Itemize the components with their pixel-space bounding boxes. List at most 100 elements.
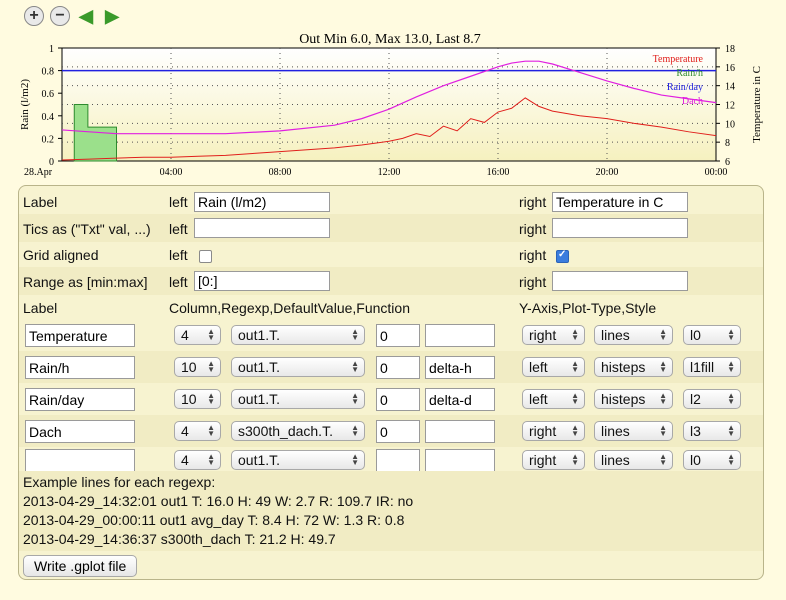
left-axis-label-input[interactable] (194, 192, 330, 212)
plot-type-select[interactable]: histeps ▲ ▼ (594, 389, 673, 409)
yaxis-select[interactable]: left ▲ ▼ (522, 389, 585, 409)
tick-label-left: 0 (49, 157, 54, 168)
tick-label-right: 16 (725, 63, 735, 74)
select-arrows-icon: ▲ ▼ (659, 423, 667, 438)
plot-label-input[interactable] (25, 449, 135, 472)
legend-entry: Rain/h (676, 68, 703, 79)
style-select-value: l0 (690, 452, 701, 468)
write-gplot-button[interactable]: Write .gplot file (23, 555, 138, 577)
tics-label: Tics as ("Txt" val, ...) (23, 221, 151, 237)
plot-label-input[interactable] (25, 420, 135, 443)
default-value-input[interactable] (376, 388, 420, 411)
column-select-value: 4 (181, 327, 189, 343)
left-tics-input[interactable] (194, 218, 330, 238)
chart: Out Min 6.0, Max 13.0, Last 8.7 0 0.2 0.4 0… (19, 32, 763, 178)
right-range-input[interactable] (552, 271, 688, 291)
plots-header-row: Label Column,Regexp,DefaultValue,Functio… (19, 295, 763, 319)
plot-row: 10 ▲▼ out1.T. ▲▼ left ▲▼ histeps ▲▼ l2 ▲▼ (19, 383, 763, 415)
yaxis-select[interactable]: right ▲ ▼ (522, 325, 585, 345)
select-arrows-icon: ▲ ▼ (727, 423, 735, 438)
style-select-value: l2 (690, 391, 701, 407)
plot-row: 10 ▲▼ out1.T. ▲▼ left ▲▼ histeps ▲▼ l1fill ▲▼ (19, 351, 763, 383)
plot-type-select-value: histeps (601, 359, 646, 375)
style-select-value: l0 (690, 327, 701, 343)
right-grid-checkbox[interactable] (556, 249, 569, 263)
plot-label-input[interactable] (25, 356, 135, 379)
default-value-input[interactable] (376, 356, 420, 379)
example-line: 2013-04-29_00:00:11 out1 avg_day T: 8.4 … (23, 512, 405, 528)
plot-type-select-value: histeps (601, 391, 646, 407)
plot-type-select[interactable]: histeps ▲ ▼ (594, 357, 673, 377)
tick-label-left: 1 (49, 44, 54, 55)
regexp-select[interactable]: out1.T. ▲ ▼ (231, 389, 365, 409)
yaxis-select-value: right (529, 423, 557, 439)
tick-label-right: 12 (725, 101, 735, 112)
plot-row: 4 ▲▼ out1.T. ▲▼ right ▲▼ lines ▲▼ l0 ▲▼ (19, 447, 763, 472)
examples-title: Example lines for each regexp: (23, 474, 216, 490)
select-arrows-icon: ▲ ▼ (727, 391, 735, 406)
plot-label-input[interactable] (25, 324, 135, 347)
select-arrows-icon: ▲ ▼ (727, 327, 735, 342)
select-arrows-icon: ▲ ▼ (571, 423, 579, 438)
function-input[interactable] (425, 356, 495, 379)
tics-row: Tics as ("Txt" val, ...) left right (19, 214, 763, 242)
select-arrows-icon: ▲ ▼ (727, 359, 735, 374)
tick-label-x: 08:00 (269, 167, 292, 178)
plot-type-select[interactable]: lines ▲ ▼ (594, 325, 673, 345)
column-select[interactable]: 4 ▲ ▼ (174, 450, 221, 470)
select-arrows-icon: ▲ ▼ (207, 423, 215, 438)
plot-label-heading: Label (23, 300, 58, 316)
function-input[interactable] (425, 388, 495, 411)
yaxis-select[interactable]: right ▲ ▼ (522, 421, 585, 441)
select-arrows-icon: ▲ ▼ (351, 327, 359, 342)
range-row: Range as [min:max] left right (19, 267, 763, 295)
select-arrows-icon: ▲ ▼ (351, 359, 359, 374)
tick-label-x: 12:00 (378, 167, 401, 178)
plot-row: 4 ▲▼ out1.T. ▲▼ right ▲▼ lines ▲▼ l0 ▲▼ (19, 319, 763, 351)
plot-type-select[interactable]: lines ▲ ▼ (594, 421, 673, 441)
yaxis-select[interactable]: left ▲ ▼ (522, 357, 585, 377)
column-select-value: 10 (181, 359, 197, 375)
regexp-select[interactable]: out1.T. ▲ ▼ (231, 325, 365, 345)
select-arrows-icon: ▲ ▼ (659, 452, 667, 467)
plot-type-select[interactable]: lines ▲ ▼ (594, 450, 673, 470)
style-select[interactable]: l1fill ▲ ▼ (683, 357, 741, 377)
arrow-right-icon[interactable]: ▶ (105, 5, 119, 26)
column-select[interactable]: 10 ▲ ▼ (174, 389, 221, 409)
left-range-input[interactable] (194, 271, 330, 291)
style-select[interactable]: l0 ▲ ▼ (683, 325, 741, 345)
column-select[interactable]: 4 ▲ ▼ (174, 421, 221, 441)
function-input[interactable] (425, 420, 495, 443)
right-tics-input[interactable] (552, 218, 688, 238)
legend-entry: Rain/day (667, 82, 703, 93)
default-value-input[interactable] (376, 449, 420, 472)
function-input[interactable] (425, 324, 495, 347)
regexp-select[interactable]: s300th_dach.T. ▲ ▼ (231, 421, 365, 441)
regexp-select[interactable]: out1.T. ▲ ▼ (231, 357, 365, 377)
column-select[interactable]: 10 ▲ ▼ (174, 357, 221, 377)
style-select[interactable]: l2 ▲ ▼ (683, 389, 741, 409)
column-select-value: 4 (181, 452, 189, 468)
column-select[interactable]: 4 ▲ ▼ (174, 325, 221, 345)
select-arrows-icon: ▲ ▼ (207, 452, 215, 467)
plot-label-input[interactable] (25, 388, 135, 411)
settings-panel: Label left right Tics as ("Txt" val, ...… (18, 185, 764, 580)
column-select-value: 10 (181, 391, 197, 407)
style-select[interactable]: l3 ▲ ▼ (683, 421, 741, 441)
regexp-select-value: out1.T. (238, 327, 281, 343)
zoom-out-icon[interactable]: − (50, 6, 70, 26)
function-input[interactable] (425, 449, 495, 472)
grid-row: Grid aligned left right (19, 242, 763, 267)
left-grid-checkbox[interactable] (199, 250, 212, 263)
default-value-input[interactable] (376, 324, 420, 347)
right-axis-label-input[interactable] (552, 192, 688, 212)
right-text: right (519, 274, 547, 290)
left-text: left (169, 274, 188, 290)
style-select[interactable]: l0 ▲ ▼ (683, 450, 741, 470)
regexp-select[interactable]: out1.T. ▲ ▼ (231, 450, 365, 470)
arrow-left-icon[interactable]: ◀ (79, 5, 93, 26)
zoom-in-icon[interactable]: + (24, 6, 44, 26)
default-value-input[interactable] (376, 420, 420, 443)
series-dach (61, 60, 717, 135)
yaxis-select[interactable]: right ▲ ▼ (522, 450, 585, 470)
